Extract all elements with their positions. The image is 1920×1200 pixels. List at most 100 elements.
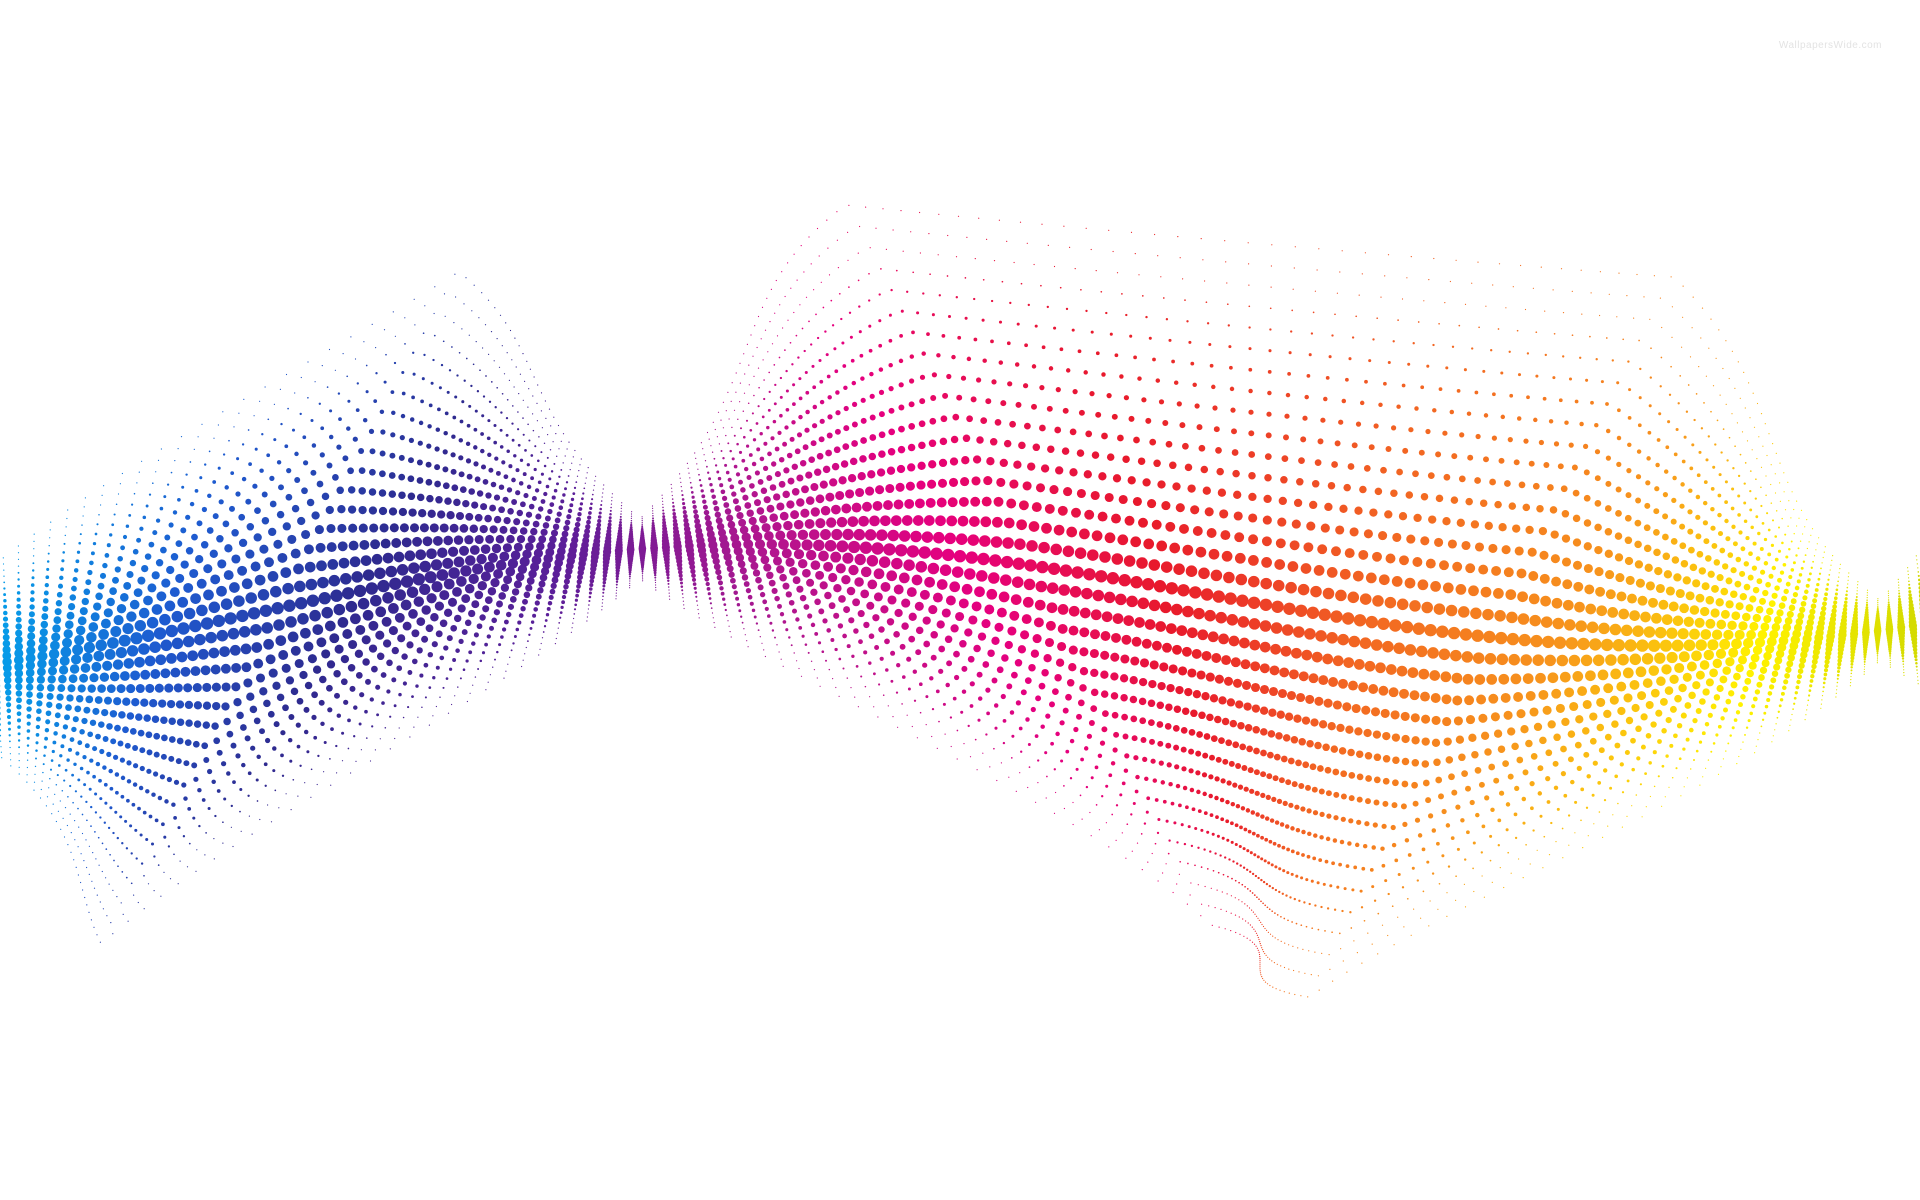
halftone-dot [1202, 752, 1209, 759]
halftone-dot [537, 459, 540, 463]
halftone-dot [869, 414, 876, 421]
halftone-dot [247, 771, 252, 776]
halftone-dot [0, 751, 2, 753]
halftone-dot [1482, 608, 1494, 621]
halftone-dot [1272, 579, 1285, 592]
halftone-dot [1301, 829, 1306, 835]
halftone-dot [277, 552, 288, 563]
halftone-dot [1493, 729, 1503, 738]
halftone-dot [1216, 467, 1224, 476]
halftone-dot [168, 717, 176, 725]
halftone-dot [779, 304, 781, 306]
halftone-dot [601, 602, 604, 604]
halftone-dot [1352, 570, 1364, 582]
halftone-dot [696, 600, 698, 602]
halftone-dot [1528, 593, 1540, 605]
halftone-dot [1478, 781, 1485, 788]
halftone-dot [766, 297, 768, 299]
halftone-dot [1423, 300, 1425, 302]
halftone-dot [353, 584, 367, 598]
halftone-dot [743, 539, 754, 550]
halftone-dot [698, 617, 700, 619]
halftone-dot [396, 564, 409, 576]
halftone-dot [79, 673, 89, 683]
halftone-dot [914, 601, 924, 611]
halftone-dot [964, 316, 968, 320]
halftone-dot [860, 589, 870, 599]
halftone-dot [1636, 639, 1649, 652]
halftone-dot [1248, 907, 1251, 909]
halftone-dot [47, 675, 56, 684]
halftone-dot [420, 399, 424, 404]
halftone-dot [805, 296, 808, 298]
halftone-dot [73, 568, 79, 573]
halftone-dot [379, 409, 385, 415]
halftone-dot [1422, 890, 1425, 893]
halftone-dot [416, 647, 423, 654]
halftone-dot [966, 415, 973, 423]
halftone-dot [1153, 459, 1161, 468]
halftone-dot [525, 584, 533, 592]
halftone-dot [1137, 457, 1146, 465]
halftone-dot [1153, 580, 1167, 593]
halftone-dot [239, 810, 241, 813]
halftone-dot [232, 845, 234, 848]
halftone-dot [203, 564, 213, 574]
halftone-dot [771, 343, 774, 345]
halftone-dot [919, 398, 926, 405]
halftone-dot [1209, 694, 1219, 703]
halftone-dot [955, 533, 968, 545]
halftone-dot [28, 611, 35, 618]
halftone-dot [160, 668, 171, 679]
halftone-dot [515, 627, 520, 632]
halftone-dot [1308, 902, 1311, 906]
halftone-dot [1497, 745, 1506, 753]
halftone-dot [1330, 610, 1343, 623]
halftone-dot [89, 673, 99, 683]
halftone-dot [5, 689, 12, 696]
halftone-dot [672, 515, 677, 520]
halftone-dot [77, 874, 79, 876]
halftone-dot [250, 624, 262, 636]
halftone-dot [327, 559, 339, 570]
halftone-dot [1642, 678, 1653, 688]
halftone-dot [432, 535, 443, 546]
halftone-dot [455, 648, 460, 653]
halftone-dot [857, 252, 859, 254]
halftone-dot [736, 442, 739, 446]
halftone-dot [1434, 537, 1444, 547]
halftone-dot [1569, 701, 1579, 712]
halftone-dot [128, 513, 132, 517]
halftone-dot [1168, 664, 1178, 674]
halftone-dot [1532, 482, 1540, 490]
halftone-dot [653, 568, 657, 572]
halftone-dot [1403, 926, 1405, 928]
halftone-dot [1380, 466, 1387, 474]
halftone-dot [1529, 707, 1539, 717]
halftone-dot [139, 765, 145, 772]
halftone-dot [38, 643, 48, 653]
halftone-dot [37, 650, 48, 662]
halftone-dot [371, 725, 374, 728]
halftone-dot [458, 351, 461, 354]
halftone-dot [1098, 829, 1100, 831]
halftone-dot [220, 598, 233, 610]
halftone-dot [1253, 928, 1255, 930]
halftone-dot [27, 625, 36, 633]
halftone-dot [1681, 459, 1686, 464]
halftone-dot [600, 500, 603, 502]
halftone-dot [796, 279, 798, 281]
halftone-dot [1333, 791, 1340, 798]
halftone-dot [507, 508, 514, 515]
halftone-dot [546, 606, 551, 611]
halftone-dot [552, 523, 560, 530]
halftone-dot [394, 737, 396, 740]
halftone-dot [1246, 905, 1248, 907]
halftone-dot [1317, 975, 1319, 977]
halftone-dot [1325, 790, 1332, 797]
halftone-dot [122, 534, 128, 540]
halftone-dot [1707, 435, 1710, 438]
halftone-dot [1013, 460, 1022, 469]
halftone-dot [1130, 536, 1142, 548]
halftone-dot [1248, 347, 1252, 351]
